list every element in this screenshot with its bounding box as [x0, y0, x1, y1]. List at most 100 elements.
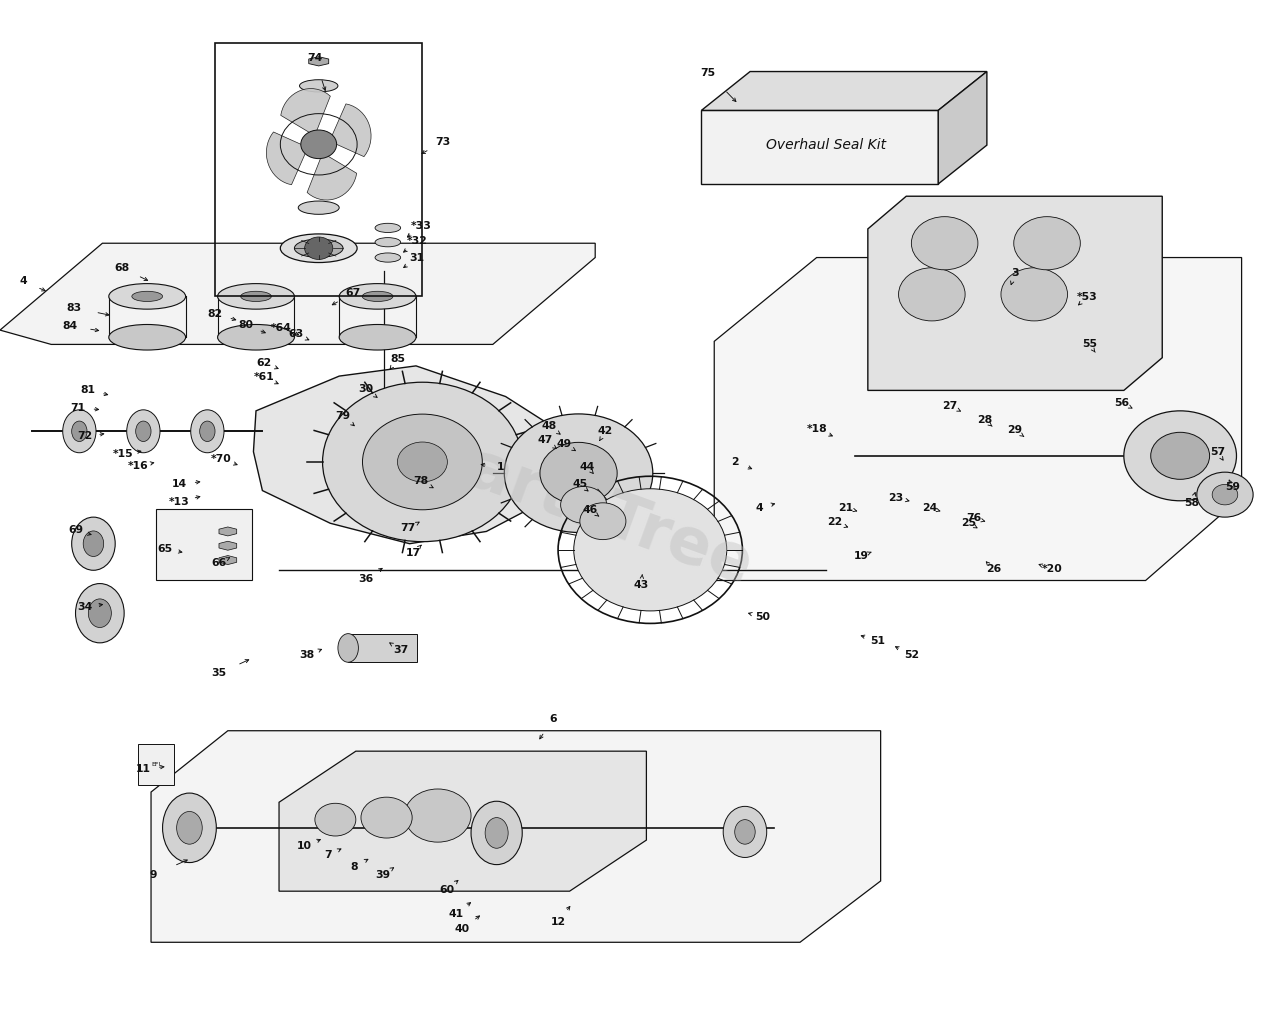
- Text: 19: 19: [854, 551, 869, 561]
- Text: 24: 24: [922, 503, 937, 513]
- Polygon shape: [307, 153, 357, 200]
- Polygon shape: [151, 731, 881, 942]
- Text: 25: 25: [961, 518, 977, 528]
- Text: 72: 72: [77, 431, 92, 442]
- Text: 48: 48: [541, 421, 557, 431]
- Circle shape: [911, 217, 978, 270]
- Text: 31: 31: [410, 252, 425, 263]
- Text: 12: 12: [550, 917, 566, 927]
- Text: *20: *20: [1042, 564, 1062, 574]
- Ellipse shape: [339, 325, 416, 350]
- Ellipse shape: [127, 410, 160, 453]
- Ellipse shape: [339, 284, 416, 309]
- Circle shape: [1001, 268, 1068, 321]
- Text: 9: 9: [150, 870, 157, 880]
- Ellipse shape: [375, 237, 401, 247]
- Text: 45: 45: [572, 479, 588, 490]
- Text: 10: 10: [297, 841, 312, 851]
- Text: 29: 29: [1007, 425, 1023, 435]
- Polygon shape: [308, 57, 329, 65]
- Ellipse shape: [72, 421, 87, 442]
- Text: 23: 23: [888, 493, 904, 503]
- Circle shape: [1212, 484, 1238, 505]
- Text: *18: *18: [806, 424, 827, 434]
- Polygon shape: [329, 104, 371, 156]
- Text: *33: *33: [411, 221, 431, 231]
- Polygon shape: [938, 72, 987, 184]
- Ellipse shape: [723, 806, 767, 857]
- Text: *70: *70: [211, 454, 232, 464]
- Text: 83: 83: [67, 303, 82, 313]
- Text: 22: 22: [827, 517, 842, 527]
- Circle shape: [1124, 411, 1236, 501]
- Text: 40: 40: [454, 924, 470, 934]
- Text: 37: 37: [393, 645, 408, 655]
- Ellipse shape: [72, 517, 115, 570]
- Text: 42: 42: [598, 426, 613, 436]
- Polygon shape: [219, 542, 237, 550]
- Ellipse shape: [218, 325, 294, 350]
- Text: 6: 6: [549, 714, 557, 725]
- Ellipse shape: [88, 599, 111, 628]
- Polygon shape: [266, 132, 308, 185]
- Circle shape: [1014, 217, 1080, 270]
- Polygon shape: [219, 556, 237, 564]
- Ellipse shape: [109, 325, 186, 350]
- Ellipse shape: [83, 530, 104, 556]
- Ellipse shape: [298, 201, 339, 215]
- Ellipse shape: [200, 421, 215, 442]
- Text: 63: 63: [288, 329, 303, 339]
- Polygon shape: [701, 72, 987, 110]
- Text: 77: 77: [401, 523, 416, 533]
- Text: 65: 65: [157, 544, 173, 554]
- Polygon shape: [253, 366, 570, 544]
- Text: 36: 36: [358, 574, 374, 585]
- Text: 35: 35: [211, 668, 227, 679]
- Text: *15: *15: [113, 449, 133, 459]
- Text: 82: 82: [207, 309, 223, 319]
- Circle shape: [504, 414, 653, 532]
- Circle shape: [561, 486, 607, 523]
- Text: 4: 4: [755, 503, 763, 513]
- Polygon shape: [701, 110, 938, 184]
- Circle shape: [580, 503, 626, 540]
- Text: 78: 78: [413, 476, 429, 486]
- Bar: [138, 744, 174, 785]
- Text: *61: *61: [253, 372, 274, 382]
- Text: 1: 1: [497, 462, 504, 472]
- Ellipse shape: [338, 634, 358, 662]
- Ellipse shape: [177, 811, 202, 844]
- Ellipse shape: [136, 421, 151, 442]
- Text: 27: 27: [942, 401, 957, 411]
- Ellipse shape: [300, 80, 338, 92]
- Text: 2: 2: [731, 457, 739, 467]
- Text: 51: 51: [870, 636, 886, 646]
- Polygon shape: [279, 751, 646, 891]
- Circle shape: [1197, 472, 1253, 517]
- Text: 38: 38: [300, 650, 315, 660]
- Text: 26: 26: [986, 564, 1001, 574]
- Text: 52: 52: [904, 650, 919, 660]
- Text: 81: 81: [81, 385, 96, 396]
- Polygon shape: [714, 258, 1242, 580]
- Text: 59: 59: [1225, 482, 1240, 493]
- Ellipse shape: [362, 291, 393, 301]
- Text: 49: 49: [557, 438, 572, 449]
- Text: 56: 56: [1114, 398, 1129, 408]
- Text: 74: 74: [307, 53, 323, 63]
- Text: 46: 46: [582, 505, 598, 515]
- Ellipse shape: [375, 223, 401, 232]
- Ellipse shape: [132, 291, 163, 301]
- Text: 85: 85: [390, 354, 406, 364]
- Circle shape: [1151, 432, 1210, 479]
- Text: 47: 47: [538, 435, 553, 446]
- Text: *16: *16: [128, 461, 148, 471]
- Circle shape: [362, 414, 483, 510]
- Ellipse shape: [485, 818, 508, 848]
- Polygon shape: [0, 243, 595, 344]
- Ellipse shape: [163, 793, 216, 863]
- Text: 62: 62: [256, 358, 271, 368]
- Text: PartsTrее: PartsTrее: [417, 423, 760, 599]
- Circle shape: [305, 237, 333, 260]
- Text: EFI: EFI: [151, 762, 161, 766]
